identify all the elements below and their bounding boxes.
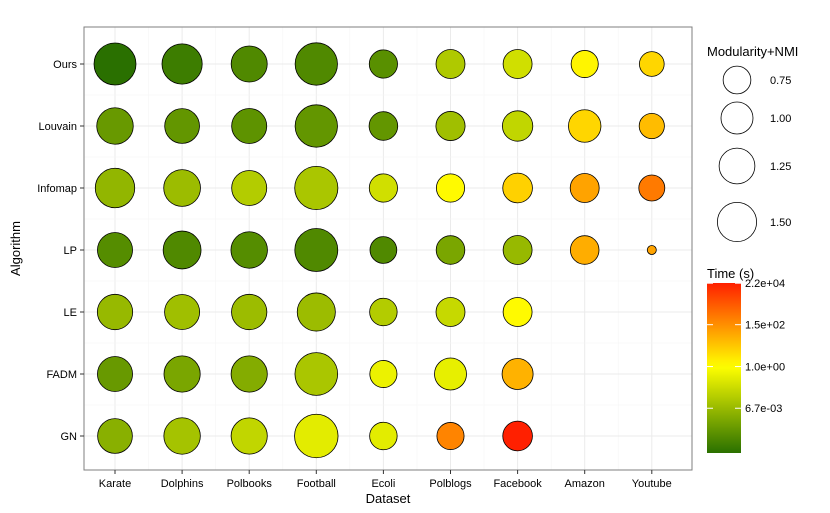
plot-panel bbox=[83, 26, 693, 471]
bubble-infomap-youtube bbox=[638, 174, 666, 202]
bubble-lp-polbooks bbox=[230, 231, 268, 269]
size-legend-label-0: 0.75 bbox=[770, 75, 791, 87]
x-tick-label-amazon: Amazon bbox=[565, 478, 605, 490]
bubble-le-karate bbox=[96, 293, 134, 331]
bubble-louvain-facebook bbox=[502, 110, 534, 142]
bubble-fadm-football bbox=[294, 352, 339, 396]
size-legend-key-1 bbox=[720, 101, 754, 135]
size-legend-label-3: 1.50 bbox=[770, 217, 791, 229]
bubble-lp-amazon bbox=[569, 235, 600, 265]
bubble-gn-karate bbox=[97, 418, 133, 454]
bubble-le-ecoli bbox=[369, 297, 398, 327]
bubble-le-polbooks bbox=[231, 293, 268, 331]
x-axis-title: Dataset bbox=[366, 491, 411, 506]
bubble-gn-football bbox=[294, 413, 339, 459]
bubble-fadm-karate bbox=[97, 356, 133, 392]
bubble-infomap-football bbox=[294, 166, 339, 210]
x-tick-label-ecoli: Ecoli bbox=[371, 478, 395, 490]
x-tick-label-dolphins: Dolphins bbox=[161, 478, 204, 490]
size-legend-key-0 bbox=[722, 65, 752, 95]
bubble-le-polblogs bbox=[435, 297, 466, 327]
y-tick-label-gn: GN bbox=[61, 431, 78, 443]
bubble-infomap-polbooks bbox=[231, 170, 268, 206]
bubble-ours-facebook bbox=[502, 49, 533, 79]
size-legend-key-2 bbox=[718, 147, 756, 185]
y-axis-title: Algorithm bbox=[8, 221, 23, 276]
bubble-louvain-youtube bbox=[638, 113, 665, 140]
bubble-infomap-amazon bbox=[569, 173, 600, 203]
bubble-infomap-dolphins bbox=[163, 169, 201, 207]
bubble-le-facebook bbox=[502, 297, 533, 327]
bubble-fadm-polblogs bbox=[434, 357, 467, 391]
bubble-ours-youtube bbox=[639, 51, 665, 77]
color-legend: Time (s) 2.2e+04 1.5e+02 1.0e+00 6.7e-03 bbox=[707, 266, 785, 453]
x-tick-label-football: Football bbox=[297, 478, 336, 490]
bubble-infomap-facebook bbox=[502, 172, 533, 204]
size-legend-title: Modularity+NMI bbox=[707, 44, 798, 59]
y-tick-label-ours: Ours bbox=[53, 59, 77, 71]
bubble-infomap-polblogs bbox=[435, 173, 466, 203]
bubble-fadm-dolphins bbox=[163, 355, 201, 393]
colorbar-label-1: 1.5e+02 bbox=[745, 320, 785, 332]
bubble-louvain-polbooks bbox=[231, 108, 268, 144]
bubble-louvain-ecoli bbox=[368, 111, 399, 141]
color-legend-title: Time (s) bbox=[707, 266, 754, 281]
x-tick-label-karate: Karate bbox=[99, 478, 131, 490]
y-tick-label-infomap: Infomap bbox=[37, 183, 77, 195]
bubble-fadm-facebook bbox=[501, 358, 534, 390]
bubble-ours-amazon bbox=[570, 50, 599, 78]
size-legend-key-3 bbox=[717, 201, 758, 242]
bubble-fadm-ecoli bbox=[369, 360, 398, 388]
x-tick-label-polblogs: Polblogs bbox=[429, 478, 472, 490]
bubble-lp-polblogs bbox=[435, 235, 466, 265]
y-tick-label-le: LE bbox=[64, 307, 77, 319]
bubble-ours-karate bbox=[93, 42, 137, 86]
x-axis-ticks: Karate Dolphins Polbooks Football Ecoli Polbl… bbox=[99, 470, 672, 490]
bubble-louvain-football bbox=[294, 104, 338, 148]
colorbar-label-0: 2.2e+04 bbox=[745, 278, 785, 290]
bubbles bbox=[93, 42, 666, 459]
colorbar-label-3: 6.7e-03 bbox=[745, 403, 782, 415]
bubble-lp-karate bbox=[97, 232, 133, 268]
x-tick-label-facebook: Facebook bbox=[493, 478, 542, 490]
y-tick-label-fadm: FADM bbox=[46, 369, 77, 381]
bubble-lp-ecoli bbox=[369, 236, 398, 264]
bubble-ours-ecoli bbox=[368, 49, 398, 79]
bubble-ours-polbooks bbox=[230, 45, 268, 83]
bubble-lp-dolphins bbox=[162, 230, 202, 270]
bubble-le-dolphins bbox=[164, 294, 201, 330]
y-axis-ticks: Ours Louvain Infomap LP LE FADM GN bbox=[37, 59, 84, 443]
bubble-infomap-karate bbox=[94, 167, 136, 209]
size-legend-label-1: 1.00 bbox=[770, 113, 791, 125]
bubble-gn-polblogs bbox=[436, 422, 465, 450]
bubble-louvain-karate bbox=[96, 107, 134, 145]
bubble-louvain-polblogs bbox=[435, 111, 466, 141]
bubble-ours-football bbox=[294, 42, 338, 86]
y-tick-label-lp: LP bbox=[64, 245, 77, 257]
bubble-ours-dolphins bbox=[161, 43, 203, 85]
bubble-ours-polblogs bbox=[435, 49, 466, 79]
bubble-gn-dolphins bbox=[163, 417, 201, 455]
bubble-louvain-dolphins bbox=[164, 108, 200, 144]
colorbar-label-2: 1.0e+00 bbox=[745, 362, 785, 374]
bubble-gn-ecoli bbox=[369, 421, 398, 451]
colorbar bbox=[707, 283, 741, 453]
size-legend-label-2: 1.25 bbox=[770, 161, 791, 173]
x-tick-label-polbooks: Polbooks bbox=[227, 478, 273, 490]
bubble-lp-facebook bbox=[502, 235, 533, 265]
bubble-gn-polbooks bbox=[230, 417, 268, 455]
bubble-fadm-polbooks bbox=[230, 355, 268, 393]
bubble-infomap-ecoli bbox=[368, 173, 398, 203]
bubble-le-football bbox=[296, 292, 336, 332]
bubble-gn-facebook bbox=[502, 420, 533, 452]
y-tick-label-louvain: Louvain bbox=[38, 121, 77, 133]
bubble-louvain-amazon bbox=[568, 109, 602, 143]
x-tick-label-youtube: Youtube bbox=[632, 478, 672, 490]
bubble-lp-youtube bbox=[646, 245, 657, 255]
size-legend: Modularity+NMI 0.75 1.00 1.25 1.50 bbox=[707, 44, 798, 242]
bubble-lp-football bbox=[294, 228, 339, 272]
